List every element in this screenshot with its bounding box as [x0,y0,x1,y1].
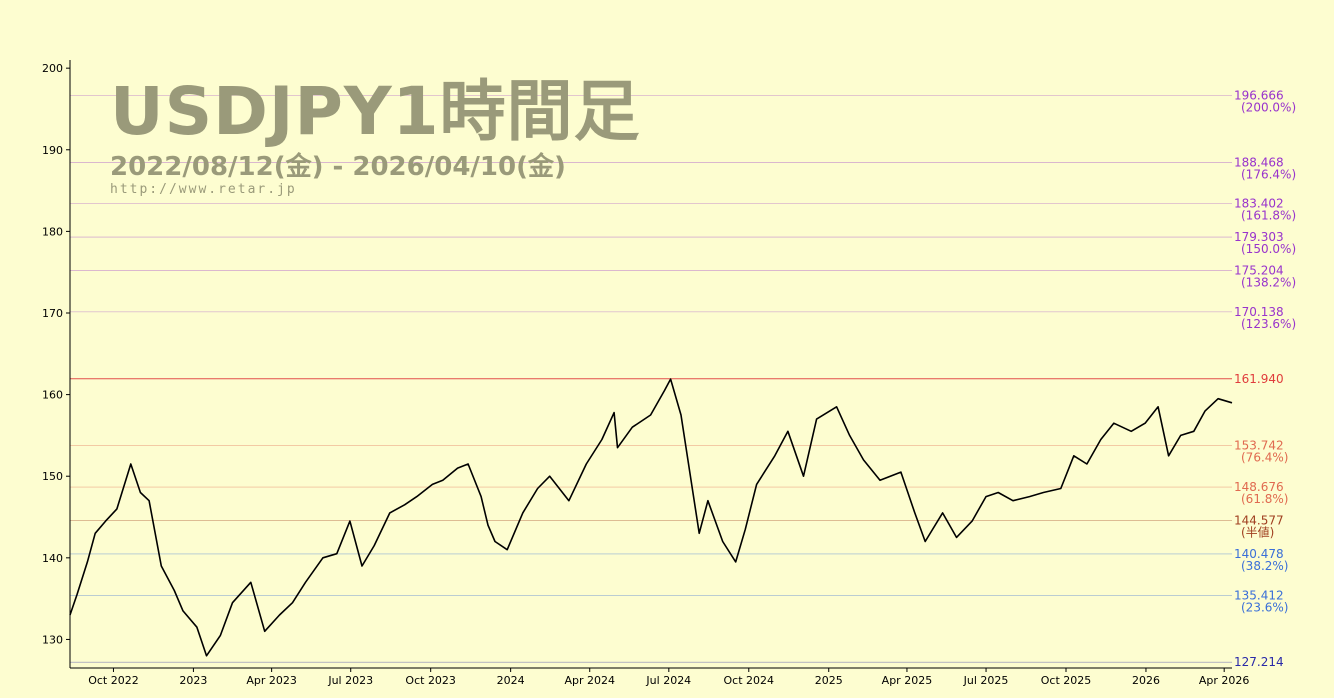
y-tick-label: 160 [42,389,63,402]
chart-period: 2022/08/12(金) - 2026/04/10(金) [110,152,566,182]
reference-ratio-label: (61.8%) [1241,492,1288,506]
y-tick-label: 150 [42,470,63,483]
x-tick-label: Oct 2024 [724,674,775,687]
reference-ratio-label: (38.2%) [1241,559,1288,573]
reference-ratio-label: (76.4%) [1241,451,1288,465]
reference-value-label: 161.940 [1234,372,1284,386]
x-tick-label: Apr 2026 [1199,674,1250,687]
reference-ratio-label: (150.0%) [1241,242,1296,256]
x-tick-label: Jul 2023 [327,674,373,687]
reference-value-label: 135.412 [1234,588,1284,602]
reference-value-label: 175.204 [1234,264,1284,278]
chart-title: USDJPY1時間足 [110,73,641,150]
reference-ratio-label: (176.4%) [1241,167,1296,181]
reference-value-label: 144.577 [1234,513,1284,527]
y-tick-label: 130 [42,633,63,646]
x-tick-label: 2025 [815,674,843,687]
reference-value-label: 188.468 [1234,155,1284,169]
reference-ratio-label: (123.6%) [1241,317,1296,331]
x-tick-label: 2026 [1132,674,1160,687]
x-tick-label: 2024 [497,674,525,687]
y-tick-label: 200 [42,62,63,75]
x-tick-label: Oct 2025 [1041,674,1092,687]
reference-value-label: 179.303 [1234,230,1284,244]
x-tick-label: Oct 2023 [405,674,456,687]
y-tick-label: 140 [42,552,63,565]
x-tick-label: Jul 2024 [645,674,691,687]
reference-value-label: 148.676 [1234,480,1284,494]
y-tick-label: 190 [42,144,63,157]
reference-value-label: 153.742 [1234,439,1284,453]
reference-ratio-label: (161.8%) [1241,209,1296,223]
reference-value-label: 140.478 [1234,547,1284,561]
site-url: http://www.retar.jp [110,182,297,197]
x-tick-label: Apr 2024 [564,674,615,687]
reference-ratio-label: (半値) [1241,524,1274,539]
reference-value-label: 183.402 [1234,197,1284,211]
x-tick-label: 2023 [179,674,207,687]
x-tick-label: Oct 2022 [88,674,139,687]
x-tick-label: Jul 2025 [963,674,1009,687]
reference-ratio-label: (200.0%) [1241,100,1296,114]
reference-value-label: 127.214 [1234,655,1284,669]
y-tick-label: 180 [42,225,63,238]
x-tick-label: Apr 2023 [246,674,297,687]
reference-ratio-label: (23.6%) [1241,600,1288,614]
x-tick-label: Apr 2025 [882,674,933,687]
reference-value-label: 170.138 [1234,305,1284,319]
reference-ratio-label: (138.2%) [1241,276,1296,290]
reference-value-label: 196.666 [1234,88,1284,102]
y-tick-label: 170 [42,307,63,320]
price-series-line [69,378,1233,657]
